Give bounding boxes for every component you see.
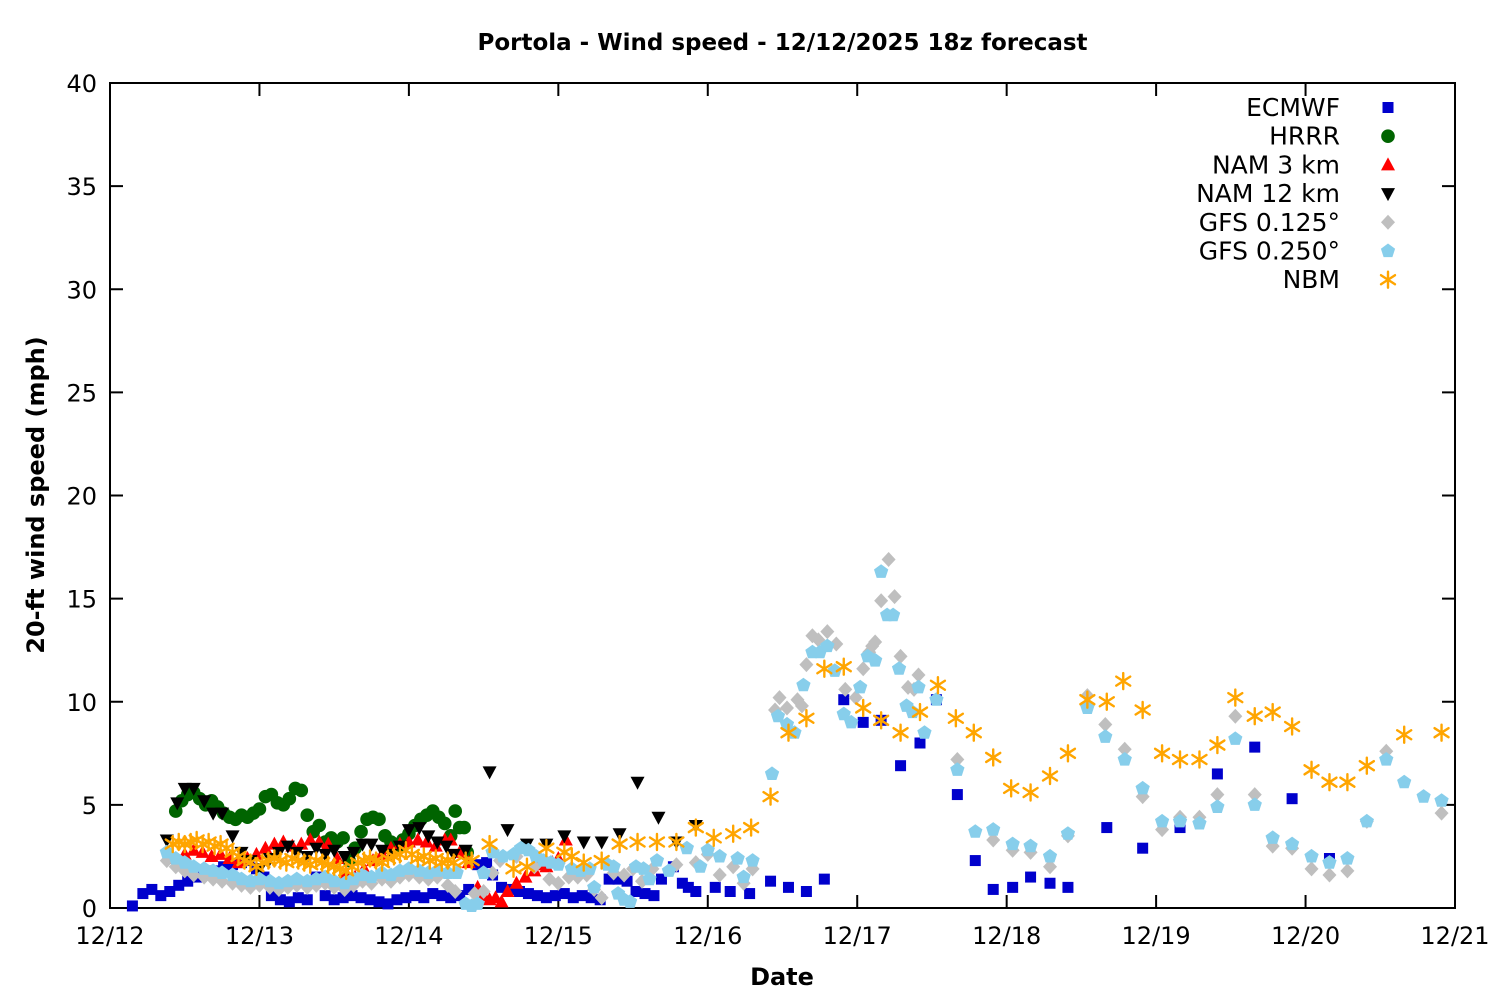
svg-text:25: 25 [66,379,97,407]
y-axis-tick-labels: 0 5 10 15 20 25 30 35 40 [66,70,97,923]
svg-text:30: 30 [66,276,97,304]
svg-text:5: 5 [82,792,97,820]
legend-label-nam-3-km: NAM 3 km [1212,150,1340,179]
svg-text:10: 10 [66,689,97,717]
legend-item-gfs-0-125: GFS 0.125° [1199,208,1395,237]
svg-text:12/17: 12/17 [823,922,892,950]
plot-border [109,82,1456,909]
legend-item-ecmwf: ECMWF [1246,93,1394,122]
legend-label-gfs-0-250: GFS 0.250° [1199,237,1340,266]
legend-label-gfs-0-125: GFS 0.125° [1199,208,1340,237]
svg-text:12/20: 12/20 [1271,922,1340,950]
svg-text:20: 20 [66,483,97,511]
legend-marker-ecmwf [1382,102,1394,113]
legend-marker-hrrr [1381,129,1395,143]
svg-text:12/13: 12/13 [225,922,294,950]
x-axis-tick-labels: 12/12 12/13 12/14 12/15 12/16 12/17 12/18 12/19… [75,922,1489,950]
legend-item-nam-12-km: NAM 12 km [1196,179,1395,208]
legend-marker-gfs-0-125 [1381,214,1395,230]
legend-marker-nam-12-km [1381,188,1395,202]
legend-marker-nam-3-km [1381,157,1395,171]
legend-label-nam-12-km: NAM 12 km [1196,179,1340,208]
svg-text:12/18: 12/18 [972,922,1041,950]
legend-item-nbm: NBM [1283,265,1397,294]
series-nbm [164,657,1450,881]
legend-label-nbm: NBM [1283,265,1340,294]
x-axis-label: Date [750,963,814,991]
legend-item-hrrr: HRRR [1269,122,1395,151]
svg-text:15: 15 [66,586,97,614]
svg-text:35: 35 [66,173,97,201]
legend-marker-nbm [1379,270,1397,289]
svg-text:12/12: 12/12 [75,922,144,950]
svg-text:12/19: 12/19 [1122,922,1191,950]
legend-label-hrrr: HRRR [1269,122,1340,151]
svg-text:12/14: 12/14 [374,922,443,950]
svg-text:12/15: 12/15 [524,922,593,950]
svg-text:12/21: 12/21 [1420,922,1489,950]
chart-title: Portola - Wind speed - 12/12/2025 18z fo… [477,30,1088,56]
legend-item-nam-3-km: NAM 3 km [1212,150,1395,179]
legend-label-ecmwf: ECMWF [1246,93,1340,122]
legend-item-gfs-0-250: GFS 0.250° [1199,237,1396,266]
svg-text:40: 40 [66,70,97,98]
svg-text:0: 0 [82,895,97,923]
legend-marker-gfs-0-250 [1380,243,1396,258]
svg-text:12/16: 12/16 [673,922,742,950]
